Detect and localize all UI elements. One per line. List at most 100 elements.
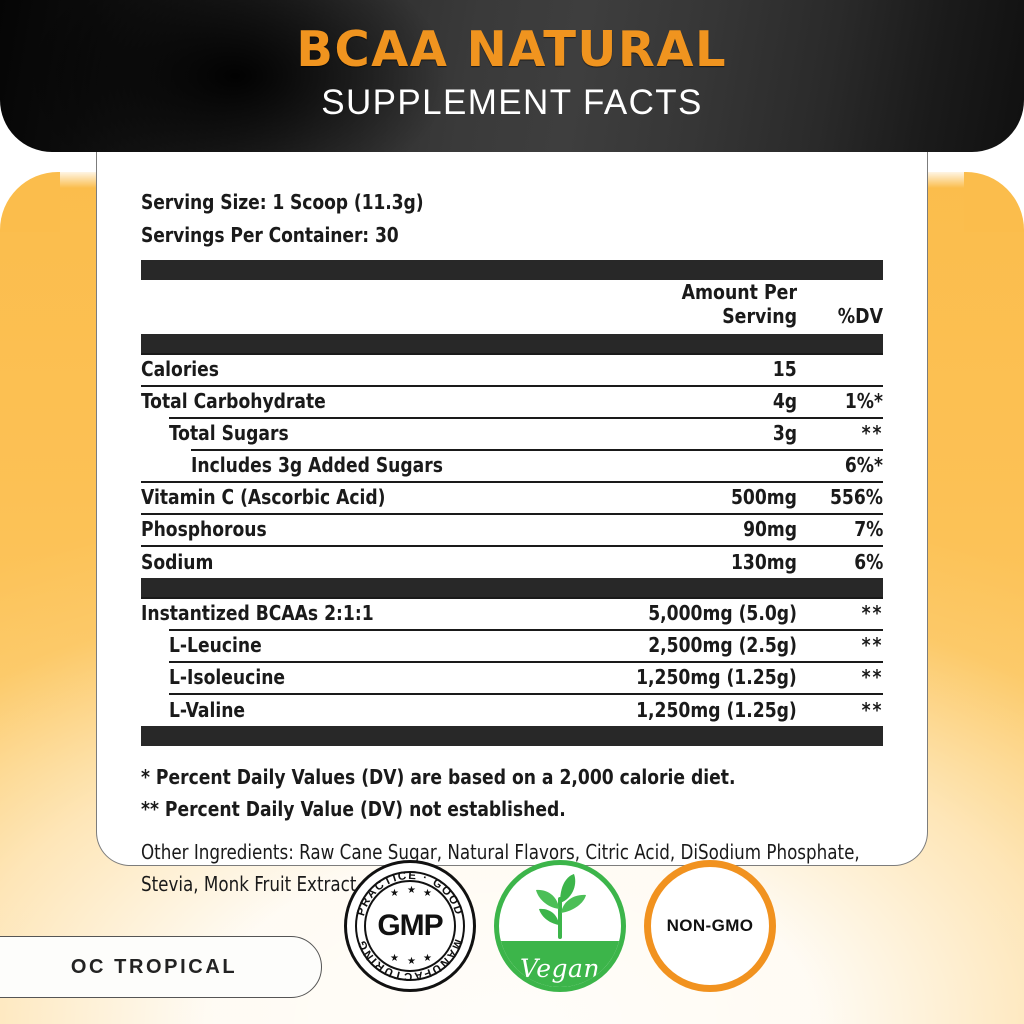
nutrient-daily-value — [797, 353, 883, 387]
nutrient-daily-value-text: 556% — [830, 485, 883, 510]
nutrient-amount: 15 — [599, 353, 797, 387]
nutrient-daily-value: 6% — [797, 545, 883, 579]
non-gmo-badge: NON-GMO — [644, 860, 776, 992]
nutrient-name-text: L-Isoleucine — [169, 665, 286, 690]
gmp-badge-label: GMP — [377, 909, 443, 942]
nutrient-daily-value-text: ** — [861, 633, 883, 658]
nutrient-daily-value-text: 6% — [853, 550, 883, 575]
nutrient-name: L-Leucine — [141, 630, 599, 662]
table-row: Total Sugars 3g ** — [141, 417, 883, 451]
nutrient-name-text: Vitamin C (Ascorbic Acid) — [141, 485, 386, 510]
nutrient-name: Includes 3g Added Sugars — [141, 450, 599, 482]
nutrient-name: Total Carbohydrate — [141, 385, 599, 419]
nutrient-daily-value: ** — [797, 597, 883, 631]
nutrient-daily-value: ** — [797, 661, 883, 695]
nutrient-name: Instantized BCAAs 2:1:1 — [141, 597, 599, 631]
nutrient-daily-value-text: ** — [861, 698, 883, 723]
table-row: Phosphorous 90mg 7% — [141, 513, 883, 547]
nutrient-daily-value: ** — [797, 693, 883, 727]
nutrient-name-text: Instantized BCAAs 2:1:1 — [141, 601, 374, 626]
nutrient-daily-value: 556% — [797, 481, 883, 515]
nutrient-name: L-Valine — [141, 694, 599, 726]
serving-size-label: Serving Size: 1 Scoop (11.3g) — [141, 190, 424, 214]
nutrient-name-text: Sodium — [141, 550, 214, 575]
nutrient-daily-value: ** — [797, 629, 883, 663]
nutrient-amount-text: 4g — [772, 389, 797, 414]
nutrient-amount-text: 1,250mg (1.25g) — [636, 698, 797, 723]
orange-frame-corner-top-right — [964, 172, 1024, 232]
column-header-amount: Amount Per Serving — [681, 280, 797, 329]
nutrient-amount: 3g — [599, 417, 797, 451]
gmp-ring-text-icon: PRACTICE · GOOD MANUFACTURING — [355, 870, 463, 982]
footnotes-block: * Percent Daily Values (DV) are based on… — [141, 762, 883, 900]
page-subtitle: SUPPLEMENT FACTS — [321, 82, 703, 122]
non-gmo-badge-label: NON-GMO — [666, 916, 754, 935]
nutrient-daily-value-text: ** — [861, 421, 883, 446]
page-title: BCAA NATURAL — [296, 20, 728, 78]
table-divider-bar-after-header — [141, 334, 883, 355]
orange-frame-corner-top-left — [0, 172, 60, 232]
nutrient-daily-value-text: ** — [861, 665, 883, 690]
certification-badges: PRACTICE · GOOD MANUFACTURING ★ ★ ★ ★ ★ … — [344, 860, 776, 992]
table-header-row: Amount Per Serving %DV — [141, 280, 883, 334]
servings-per-container-label: Servings Per Container: 30 — [141, 223, 399, 248]
table-row: Calories 15 — [141, 353, 883, 387]
gmp-badge: PRACTICE · GOOD MANUFACTURING ★ ★ ★ ★ ★ … — [344, 860, 476, 992]
nutrient-amount-text: 3g — [772, 421, 797, 446]
leaf-icon — [536, 874, 586, 939]
supplement-facts-table: Amount Per Serving %DV Calories 15 Total C… — [141, 260, 883, 747]
nutrient-name-text: Total Sugars — [169, 421, 289, 446]
flavor-tab[interactable]: OC TROPICAL — [0, 936, 322, 998]
table-divider-bar-blend — [141, 578, 883, 599]
nutrient-amount-text: 1,250mg (1.25g) — [636, 665, 797, 690]
table-row: Vitamin C (Ascorbic Acid) 500mg 556% — [141, 481, 883, 515]
column-header-dv: %DV — [837, 304, 883, 329]
table-row: Includes 3g Added Sugars 6%* — [141, 449, 883, 483]
nutrient-amount-text: 2,500mg (2.5g) — [648, 633, 797, 658]
nutrient-amount: 4g — [599, 385, 797, 419]
nutrient-daily-value: 7% — [797, 513, 883, 547]
nutrient-name-text: Includes 3g Added Sugars — [191, 453, 443, 478]
nutrient-name: Total Sugars — [141, 418, 599, 450]
nutrient-name-text: L-Valine — [169, 698, 246, 723]
nutrient-amount-text: 500mg — [731, 485, 797, 510]
nutrient-amount: 5,000mg (5.0g) — [599, 597, 797, 631]
nutrient-daily-value-text: 7% — [853, 517, 883, 542]
nutrient-daily-value: 1%* — [797, 385, 883, 419]
table-row: Instantized BCAAs 2:1:1 5,000mg (5.0g) ** — [141, 597, 883, 631]
column-header-name — [168, 280, 599, 334]
nutrient-daily-value-text: 6%* — [844, 453, 883, 478]
table-row: Total Carbohydrate 4g 1%* — [141, 385, 883, 419]
nutrient-amount-text: 5,000mg (5.0g) — [648, 601, 797, 626]
header-banner: BCAA NATURAL SUPPLEMENT FACTS — [0, 0, 1024, 152]
vegan-badge: Vegan — [494, 860, 626, 992]
nutrient-amount-text: 90mg — [742, 517, 797, 542]
nutrient-amount: 1,250mg (1.25g) — [599, 661, 797, 695]
nutrient-daily-value-text: ** — [861, 601, 883, 626]
nutrient-amount — [599, 449, 797, 483]
nutrient-name-text: Calories — [141, 357, 220, 382]
nutrient-amount: 2,500mg (2.5g) — [599, 629, 797, 663]
footnote-dv-not-established: ** Percent Daily Value (DV) not establis… — [141, 797, 566, 822]
nutrient-amount-text: 15 — [773, 357, 797, 382]
vegan-badge-label: Vegan — [519, 954, 601, 983]
table-row: L-Isoleucine 1,250mg (1.25g) ** — [141, 661, 883, 695]
nutrient-daily-value: ** — [797, 417, 883, 451]
nutrient-daily-value: 6%* — [797, 449, 883, 483]
nutrient-daily-value-text: 1%* — [844, 389, 883, 414]
table-row: L-Valine 1,250mg (1.25g) ** — [141, 693, 883, 727]
nutrient-name: L-Isoleucine — [141, 662, 599, 694]
nutrient-amount: 500mg — [599, 481, 797, 515]
nutrient-name: Calories — [141, 353, 599, 387]
nutrient-amount: 1,250mg (1.25g) — [599, 693, 797, 727]
table-row: Sodium 130mg 6% — [141, 545, 883, 579]
nutrient-name-text: Total Carbohydrate — [141, 389, 326, 414]
nutrient-name-text: L-Leucine — [169, 633, 262, 658]
table-row: L-Leucine 2,500mg (2.5g) ** — [141, 629, 883, 663]
table-divider-bar-bottom — [141, 726, 883, 747]
nutrient-amount: 90mg — [599, 513, 797, 547]
other-ingredients-text: Other Ingredients: Raw Cane Sugar, Natur… — [141, 839, 860, 897]
nutrient-name: Vitamin C (Ascorbic Acid) — [141, 481, 599, 515]
flavor-tab-label: OC TROPICAL — [70, 955, 238, 978]
